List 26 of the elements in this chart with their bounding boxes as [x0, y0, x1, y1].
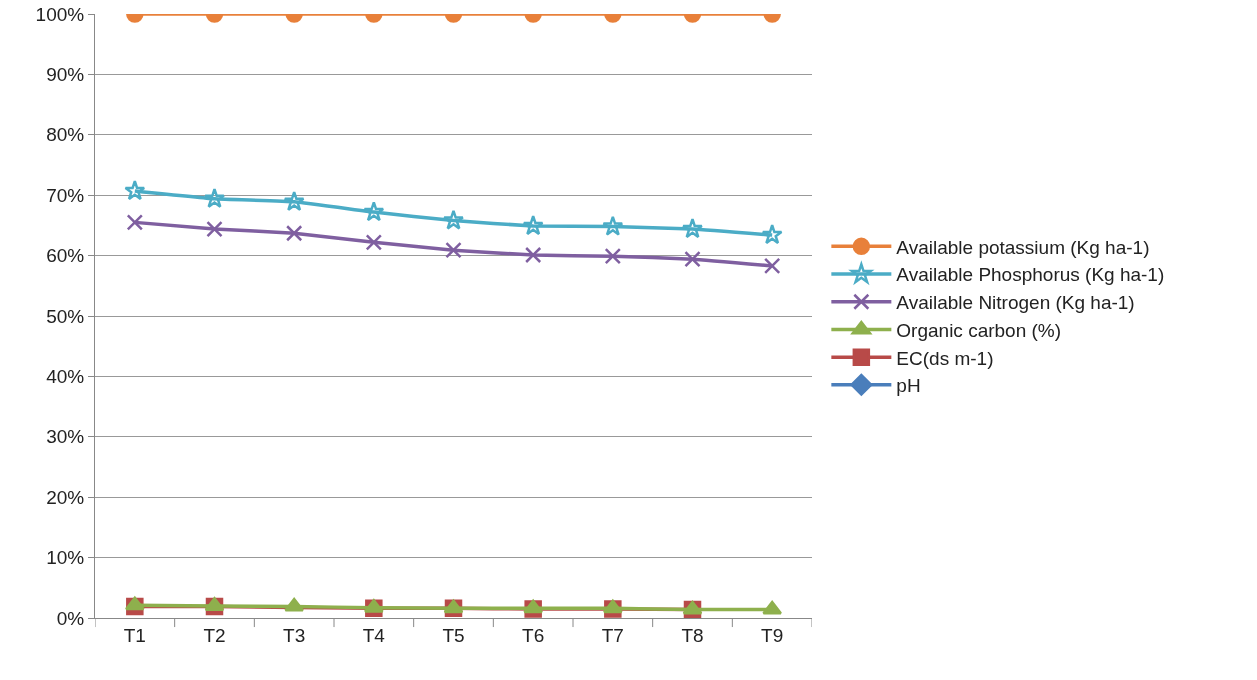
y-tick-label: 30%	[46, 426, 85, 448]
legend-label: Available potassium (Kg ha-1)	[896, 236, 1150, 258]
y-tick-label: 10%	[46, 547, 85, 569]
x-tick-label: T2	[203, 624, 226, 646]
legend-label: Available Phosphorus (Kg ha-1)	[896, 264, 1165, 286]
y-tick-label: 100%	[35, 3, 85, 25]
legend-label: EC(ds m-1)	[896, 347, 994, 369]
x-tick-label: T3	[283, 624, 306, 646]
y-tick-label: 90%	[46, 64, 85, 86]
y-tick-label: 50%	[46, 305, 85, 327]
x-tick-label: T9	[761, 624, 784, 646]
legend-label: pH	[896, 375, 921, 397]
x-tick-label: T4	[362, 624, 386, 646]
x-tick-label: T6	[522, 624, 545, 646]
y-tick-label: 60%	[46, 245, 85, 267]
y-tick-label: 70%	[46, 184, 85, 206]
legend-label: Organic carbon (%)	[896, 319, 1062, 341]
y-tick-label: 40%	[46, 366, 85, 388]
y-tick-label: 0%	[56, 607, 85, 629]
y-tick-label: 80%	[46, 124, 85, 146]
x-tick-label: T1	[123, 624, 146, 646]
x-tick-label: T5	[442, 624, 465, 646]
y-tick-label: 20%	[46, 486, 85, 508]
x-tick-label: T7	[601, 624, 624, 646]
x-tick-label: T8	[681, 624, 704, 646]
legend-label: Available Nitrogen (Kg ha-1)	[896, 292, 1135, 314]
